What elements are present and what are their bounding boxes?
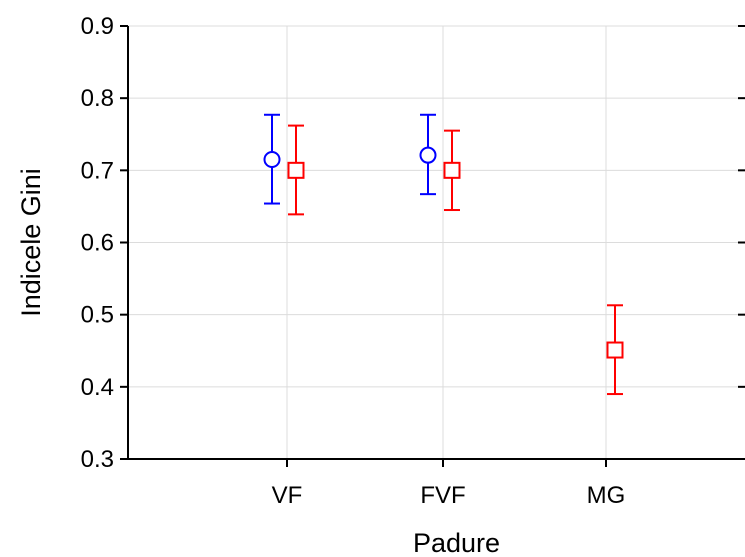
mean-marker-square [606,341,624,359]
x-tick-label: FVF [420,482,465,509]
circle-point-fvf [419,113,437,196]
x-tick-label: VF [272,482,303,509]
y-tick-label: 0.7 [81,157,114,184]
x-axis-ticks: VF FVF MG [272,459,626,509]
x-tick-label: MG [587,482,626,509]
y-axis-title: Indicele Gini [16,168,46,317]
mean-marker-square [443,161,461,179]
x-axis-title: Padure [413,528,500,557]
mean-marker-circle [263,151,281,169]
circle-point-vf [263,113,281,205]
square-point-vf [287,124,305,216]
mean-marker-square [287,161,305,179]
y-tick-label: 0.3 [81,446,114,473]
mean-marker-circle [419,146,437,164]
y-tick-label: 0.4 [81,374,114,401]
y-tick-label: 0.5 [81,302,114,329]
y-axis-ticks: 0.3 0.4 0.5 0.6 0.7 0.8 0.9 [81,13,745,473]
square-point-fvf [443,129,461,212]
square-point-mg [606,304,624,396]
y-tick-label: 0.6 [81,230,114,257]
data-marks [263,113,624,396]
y-tick-label: 0.9 [81,13,114,40]
y-tick-label: 0.8 [81,85,114,112]
gridlines [128,25,745,459]
